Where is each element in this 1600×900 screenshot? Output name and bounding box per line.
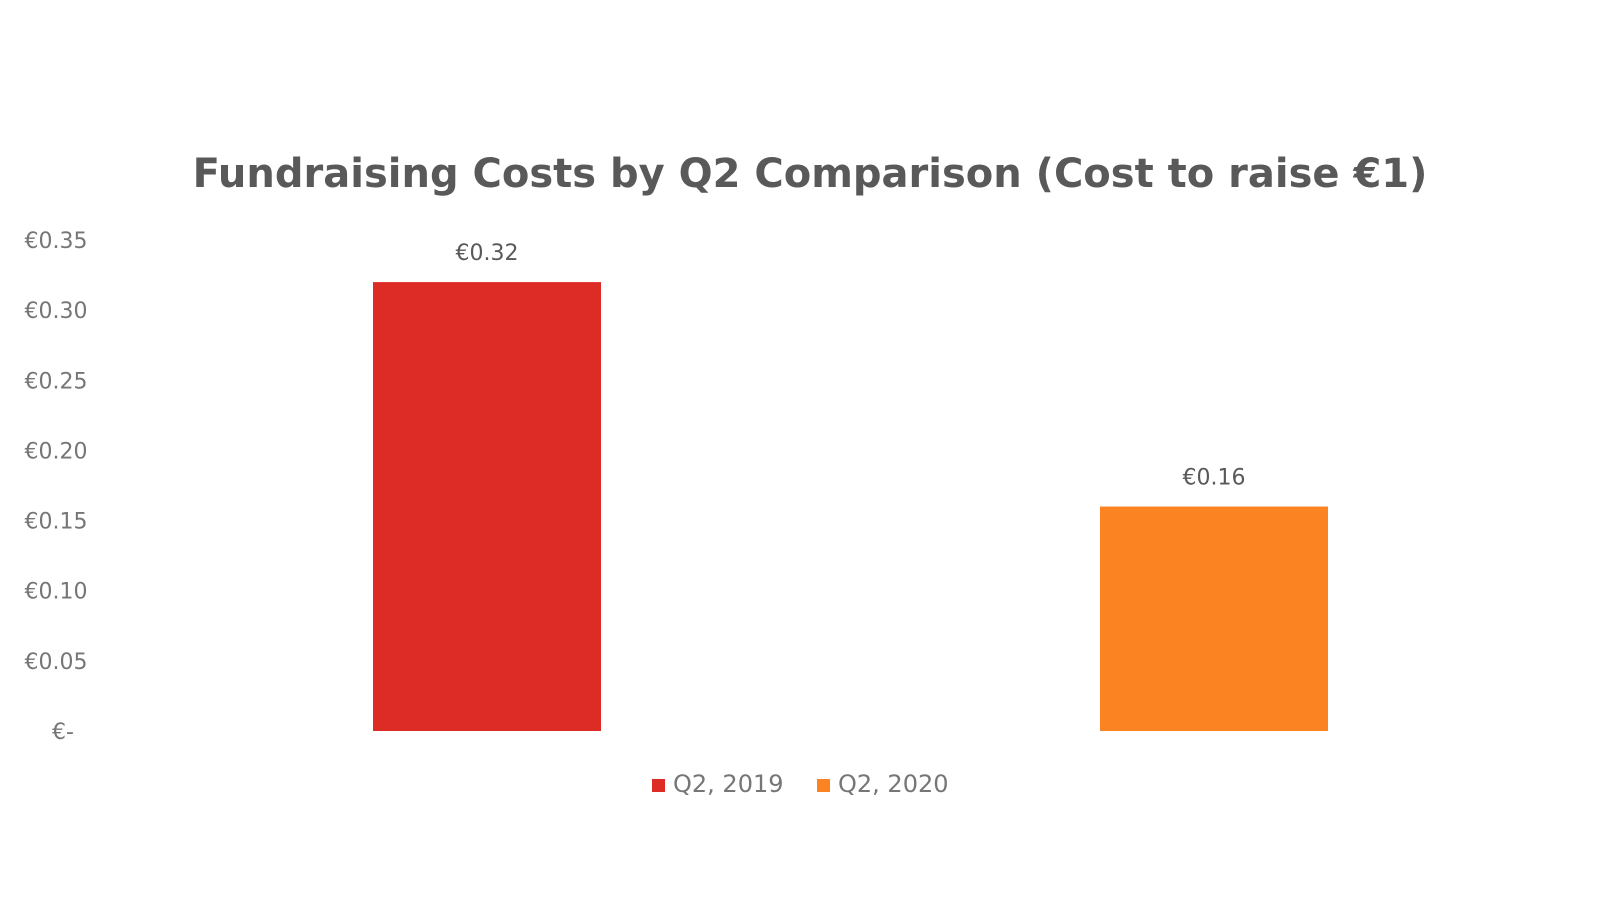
chart-title: Fundraising Costs by Q2 Comparison (Cost… xyxy=(193,151,1428,197)
y-tick-label: €0.20 xyxy=(25,439,88,464)
legend-label: Q2, 2020 xyxy=(838,770,949,798)
y-tick-label: €0.05 xyxy=(25,650,88,675)
legend-swatch xyxy=(817,779,830,792)
legend: Q2, 2019 Q2, 2020 xyxy=(652,770,949,798)
y-tick-label: €0.30 xyxy=(25,299,88,324)
bar-q2-2019 xyxy=(373,282,601,731)
data-labels: €0.32 €0.16 xyxy=(456,241,1246,490)
data-label: €0.16 xyxy=(1183,466,1246,491)
y-tick-label: €0.25 xyxy=(25,369,88,394)
y-tick-label: €0.15 xyxy=(25,510,88,535)
y-tick-label: €- xyxy=(52,720,74,745)
bar-q2-2020 xyxy=(1100,506,1328,731)
data-label: €0.32 xyxy=(456,241,519,266)
legend-swatch xyxy=(652,779,665,792)
bars xyxy=(373,282,1328,731)
legend-label: Q2, 2019 xyxy=(673,770,784,798)
y-tick-label: €0.10 xyxy=(25,580,88,605)
y-tick-label: €0.35 xyxy=(25,229,88,254)
y-axis: €- €0.05 €0.10 €0.15 €0.20 €0.25 €0.30 €0.35 xyxy=(25,229,88,745)
